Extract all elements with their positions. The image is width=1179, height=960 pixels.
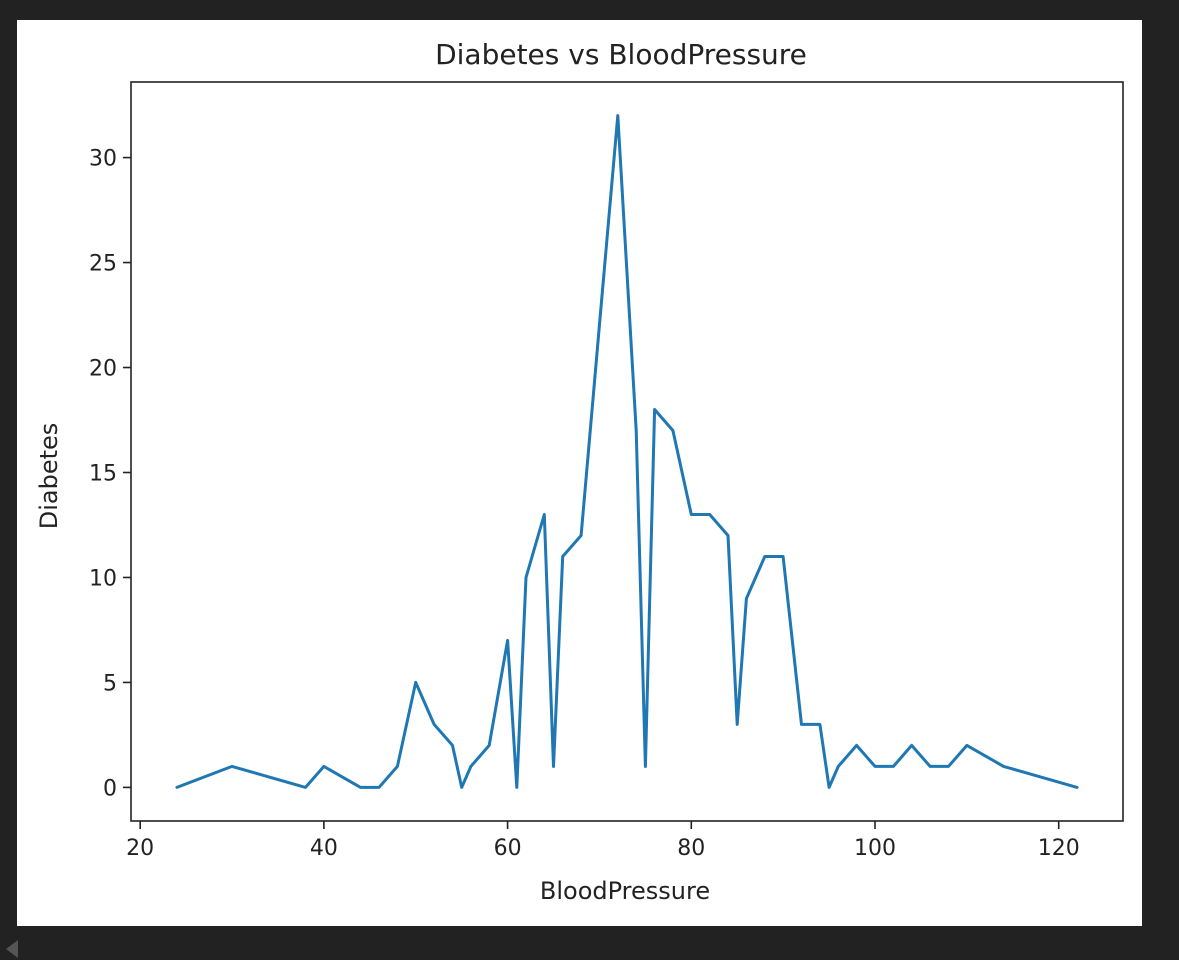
y-tick-label: 5 — [103, 671, 117, 696]
series-line — [175, 114, 1079, 789]
plot-layer — [175, 114, 1079, 789]
y-tick-label: 30 — [89, 147, 117, 172]
x-tick-label: 100 — [854, 836, 896, 861]
scroll-left-arrow-icon[interactable] — [6, 940, 18, 958]
chart-figure: Diabetes vs BloodPressure 20 40 60 80 100 120… — [17, 20, 1142, 926]
x-tick-label: 40 — [310, 836, 338, 861]
y-axis-label: Diabetes — [35, 423, 63, 530]
x-tick-label: 60 — [494, 836, 522, 861]
y-tick-label: 15 — [89, 461, 117, 486]
y-tick-label: 25 — [89, 252, 117, 277]
y-tick-label: 0 — [103, 776, 117, 801]
chart-title: Diabetes vs BloodPressure — [435, 38, 807, 71]
x-axis-label: BloodPressure — [540, 877, 710, 905]
x-tick-label: 20 — [126, 836, 154, 861]
x-tick-label: 80 — [677, 836, 705, 861]
x-tick-label: 120 — [1038, 836, 1080, 861]
y-tick-label: 20 — [89, 357, 117, 382]
chart-svg: Diabetes vs BloodPressure 20 40 60 80 100 120… — [35, 38, 1124, 905]
x-axis-ticks: 20 40 60 80 100 120 — [126, 821, 1080, 861]
y-tick-label: 10 — [89, 566, 117, 591]
plot-frame — [130, 81, 1124, 822]
y-axis-ticks: 0 5 10 15 20 25 30 — [89, 147, 131, 801]
